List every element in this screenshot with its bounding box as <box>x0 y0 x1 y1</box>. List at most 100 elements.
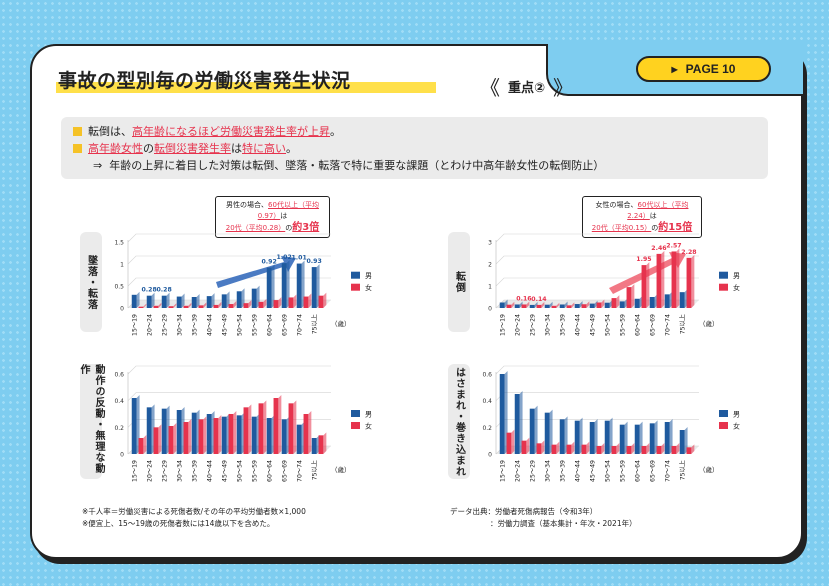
callout-female: 女性の場合、60代以上（平均2.24）は 20代（平均0.15）の約15倍 <box>582 196 702 238</box>
x-tick-label: 45〜49 <box>222 460 229 482</box>
bar-side <box>571 441 575 454</box>
bar-male <box>191 412 197 454</box>
chart-trip: 0 1 2 3 15〜19 20〜24 25〜29 30〜34 35〜39 40〜44 45〜49 5… <box>474 232 764 344</box>
x-tick-label: 65〜69 <box>282 460 289 482</box>
x-tick-label: 40〜44 <box>207 314 214 336</box>
bar-male <box>161 408 167 454</box>
bar-side <box>586 441 590 454</box>
x-tick-label: 30〜34 <box>545 314 552 336</box>
gridline <box>495 277 699 287</box>
y-tick-label: 0.6 <box>482 372 492 379</box>
bar-side <box>166 292 170 308</box>
chart-title: 動作の反動・無理な動作 <box>78 364 104 474</box>
bar-side <box>143 303 147 308</box>
x-tick-label: 55〜59 <box>252 314 259 336</box>
bar-female <box>611 446 617 454</box>
y-tick-label: 0.4 <box>114 398 124 405</box>
bar-female <box>138 306 144 308</box>
x-tick-label: 25〜29 <box>530 314 537 336</box>
bar-female <box>656 253 662 308</box>
bar-female <box>168 306 174 308</box>
bar-side <box>616 295 620 308</box>
bar-side <box>624 421 628 454</box>
bar-female <box>198 419 204 454</box>
bar-side <box>233 301 237 308</box>
bar-side <box>151 292 155 308</box>
bar-side <box>504 299 508 308</box>
bar-side <box>511 429 515 454</box>
x-tick-label: 40〜44 <box>207 460 214 482</box>
legend-swatch-female <box>719 422 728 429</box>
bar-female <box>506 432 512 454</box>
gridline <box>127 255 331 265</box>
bar-female <box>626 287 632 308</box>
y-tick-label: 2 <box>488 262 492 269</box>
bar-female <box>626 446 632 454</box>
x-tick-label: 70〜74 <box>665 460 672 482</box>
x-tick-label: 65〜69 <box>282 314 289 336</box>
bar-female <box>153 427 159 454</box>
data-source-1: データ出典：労働者死傷病報告（令和3年） <box>450 507 598 516</box>
bar-male <box>664 294 670 308</box>
bar-female <box>228 414 234 454</box>
bar-side <box>293 400 297 454</box>
legend-label: 男 <box>733 411 740 419</box>
x-tick-label: 75以上 <box>679 314 687 334</box>
chart-label-box-3: 動作の反動・無理な動作 <box>78 364 104 479</box>
bar-male <box>281 419 287 454</box>
x-tick-label: 35〜39 <box>192 460 199 482</box>
chart-label-box-2: 転倒 <box>448 232 470 332</box>
bar-female <box>686 257 692 308</box>
gridline <box>127 365 331 375</box>
bar-male <box>604 420 610 454</box>
y-tick-label: 0.6 <box>114 372 124 379</box>
play-icon: ▶ <box>671 64 678 74</box>
point-text: 重点② <box>508 81 546 96</box>
bar-side <box>233 411 237 454</box>
bar-side <box>173 303 177 308</box>
bar-female <box>521 304 527 308</box>
bar-female <box>213 418 219 454</box>
x-tick-label: 25〜29 <box>162 314 169 336</box>
bar-female <box>318 435 324 454</box>
bar-male <box>251 416 257 454</box>
x-tick-label: 50〜54 <box>605 314 612 336</box>
callout-male: 男性の場合、60代以上（平均0.97）は 20代（平均0.28）の約3倍 <box>215 196 330 238</box>
bar-female <box>581 444 587 454</box>
bracket-left-icon: 《 <box>480 76 500 100</box>
bar-male <box>529 304 535 308</box>
bar-male <box>146 407 152 454</box>
data-source-2: ：労働力調査（基本集計・年次・2021年） <box>490 519 637 528</box>
bar-female <box>258 403 264 454</box>
bar-side <box>519 301 523 308</box>
bar-side <box>181 293 185 308</box>
bar-side <box>308 293 312 308</box>
bar-side <box>691 444 695 454</box>
bar-male <box>574 304 580 308</box>
footnote-right: データ出典：労働者死傷病報告（令和3年） ：労働力調査（基本集計・年次・2021… <box>450 506 637 530</box>
bar-male <box>634 298 640 308</box>
bar-male <box>514 304 520 308</box>
x-tick-label: 75以上 <box>311 314 319 334</box>
page-number: PAGE 10 <box>685 62 736 76</box>
bar-male <box>311 438 317 454</box>
title-highlight <box>56 82 436 93</box>
bar-female <box>138 438 144 454</box>
x-tick-label: 50〜54 <box>605 460 612 482</box>
bar-side <box>203 302 207 308</box>
bar-male <box>529 408 535 454</box>
x-tick-label: 60〜64 <box>635 314 642 336</box>
data-label: 1.95 <box>636 256 651 263</box>
bar-male <box>499 302 505 308</box>
bar-male <box>131 398 137 454</box>
chart-fall: 0 0.5 1 1.5 15〜19 20〜24 25〜29 30〜34 35〜39 40〜44 45… <box>106 232 396 344</box>
bar-female <box>243 407 249 454</box>
bar-male <box>574 420 580 454</box>
y-tick-label: 1 <box>488 284 492 291</box>
legend-label: 男 <box>365 272 372 280</box>
bar-male <box>206 296 212 308</box>
arrow-icon: ⇒ <box>93 159 103 172</box>
bar-side <box>263 298 267 308</box>
bar-side <box>526 301 530 308</box>
gridline <box>495 365 699 375</box>
